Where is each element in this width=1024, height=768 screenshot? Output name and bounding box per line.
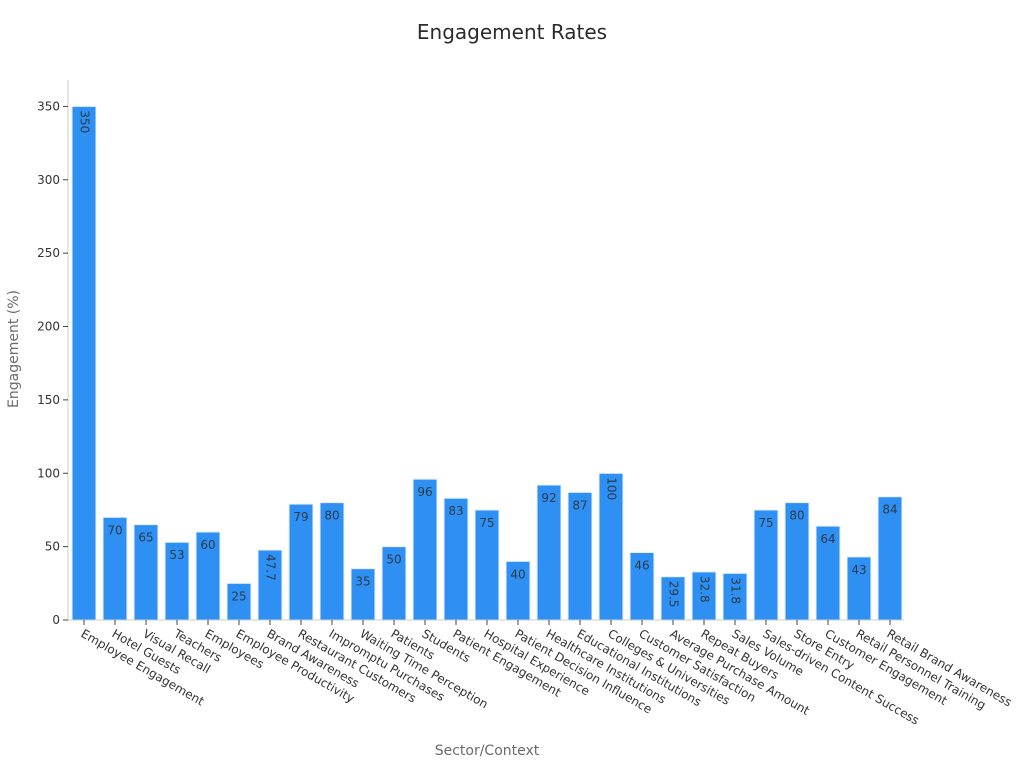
- bar-value-label: 75: [479, 516, 494, 530]
- bar: [784, 502, 810, 621]
- bar-value-label: 64: [820, 532, 835, 546]
- bar-value-label: 31.8: [729, 577, 743, 604]
- bar: [877, 496, 903, 621]
- bar: [474, 509, 500, 621]
- bar: [102, 516, 128, 621]
- bar: [722, 572, 748, 621]
- bar-value-label: 92: [541, 491, 556, 505]
- bar-value-label: 53: [169, 548, 184, 562]
- bar-value-label: 87: [572, 498, 587, 512]
- bar: [846, 556, 872, 621]
- bar-value-label: 50: [386, 553, 401, 567]
- bar-value-label: 43: [851, 563, 866, 577]
- bar: [350, 568, 376, 621]
- y-tick-label: 250: [37, 246, 60, 260]
- bar-value-label: 84: [882, 503, 897, 517]
- bar: [567, 491, 593, 621]
- bar: [815, 525, 841, 621]
- bar: [691, 571, 717, 621]
- y-axis-label: Engagement (%): [6, 290, 22, 408]
- bar: [660, 576, 686, 621]
- y-tick-label: 300: [37, 173, 60, 187]
- y-tick-label: 50: [45, 540, 60, 554]
- bar-value-label: 350: [78, 110, 92, 133]
- y-tick-label: 200: [37, 320, 60, 334]
- bar: [381, 546, 407, 621]
- bar-value-label: 80: [324, 509, 339, 523]
- bar-value-label: 100: [605, 477, 619, 500]
- y-axis: 0 50 100 150 200 250 300 350: [37, 99, 68, 627]
- bar-value-label: 46: [634, 559, 649, 573]
- bar-value-label: 47.7: [264, 554, 278, 581]
- chart-title: Engagement Rates: [416, 20, 608, 44]
- bar: [536, 484, 562, 621]
- bar: [71, 105, 97, 621]
- bar-value-label: 35: [355, 575, 370, 589]
- y-tick-label: 350: [37, 99, 60, 113]
- bars-layer: [71, 105, 903, 621]
- bar-value-label: 79: [293, 510, 308, 524]
- bar: [164, 541, 190, 621]
- x-tick-label: Retail Brand Awareness: [885, 626, 1015, 709]
- bar: [133, 524, 159, 621]
- bar-value-label: 60: [200, 538, 215, 552]
- bar-value-label: 80: [789, 509, 804, 523]
- bar: [319, 502, 345, 621]
- bar-labels: 350 70 65 53 60 25 47.7 79 80 35 50 96 83 75 40 92 87 100…: [78, 110, 898, 607]
- bar-value-label: 25: [231, 589, 246, 603]
- y-tick-label: 100: [37, 466, 60, 480]
- bar: [505, 560, 531, 621]
- bar-value-label: 96: [417, 485, 432, 499]
- bar-value-label: 83: [448, 504, 463, 518]
- bar-value-label: 40: [510, 567, 525, 581]
- bar-value-label: 29.5: [667, 581, 681, 608]
- bar: [412, 478, 438, 621]
- bar: [753, 509, 779, 621]
- bar: [288, 503, 314, 621]
- bar-value-label: 70: [107, 523, 122, 537]
- y-tick-label: 150: [37, 393, 60, 407]
- bar-value-label: 65: [138, 531, 153, 545]
- bar: [629, 552, 655, 621]
- y-tick-label: 0: [52, 613, 60, 627]
- x-axis-label: Sector/Context: [435, 743, 540, 759]
- bar-value-label: 32.8: [698, 576, 712, 603]
- bar-value-label: 75: [758, 516, 773, 530]
- bar: [598, 472, 624, 621]
